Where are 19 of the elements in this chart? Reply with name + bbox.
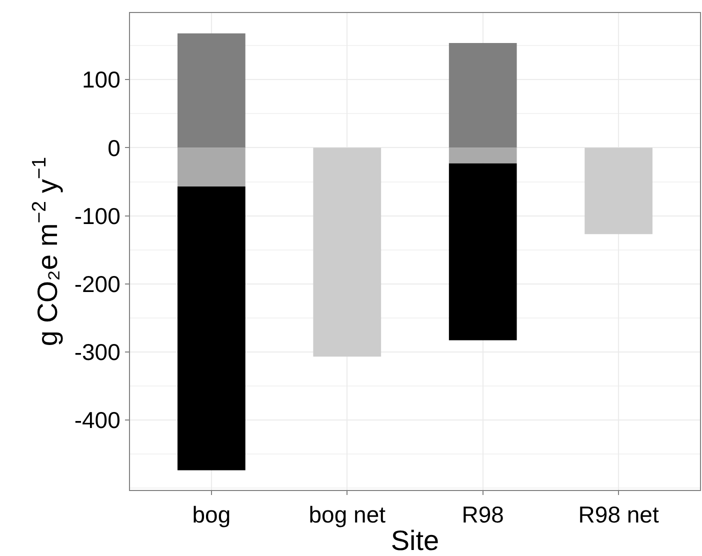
bar	[584, 148, 652, 234]
x-tick-label: bog	[192, 502, 231, 528]
bar	[313, 148, 382, 357]
y-tick-label: -300	[74, 338, 120, 365]
y-tick-label: 0	[108, 134, 120, 161]
bar	[178, 186, 246, 470]
y-tick-label: 100	[82, 66, 120, 93]
bar	[448, 163, 517, 340]
bar	[178, 33, 246, 148]
y-tick-label: -100	[74, 202, 120, 229]
y-tick-label: -400	[74, 406, 120, 433]
bar	[178, 148, 246, 187]
x-tick-label: R98 net	[578, 502, 660, 528]
bar	[448, 148, 517, 164]
y-tick-label: -200	[74, 270, 120, 297]
x-tick-label: R98	[462, 502, 504, 528]
bar	[448, 42, 517, 148]
x-tick-label: bog net	[308, 502, 386, 528]
x-axis-title: Site	[390, 525, 440, 556]
